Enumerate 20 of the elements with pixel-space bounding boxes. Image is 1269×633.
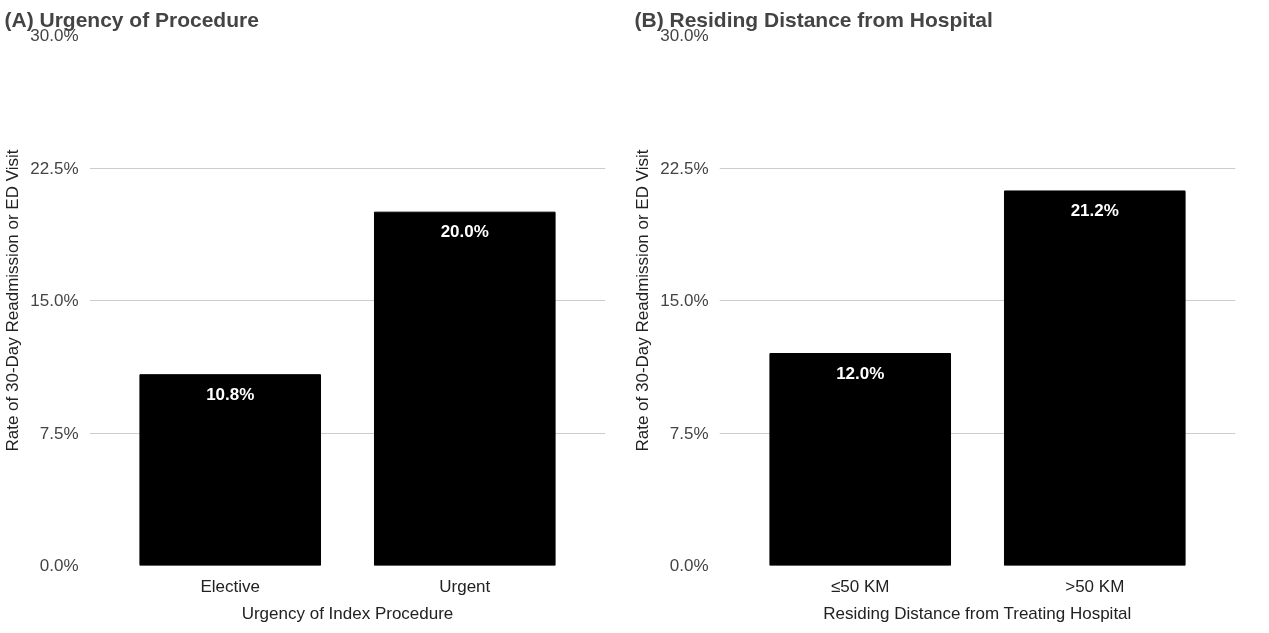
x-tick-label: Elective (200, 576, 260, 596)
y-tick-label: 0.0% (39, 556, 79, 575)
x-tick-label: ≤50 KM (831, 576, 890, 596)
y-tick-label: 7.5% (39, 423, 79, 443)
data-label: 12.0% (836, 363, 885, 383)
x-tick-label: >50 KM (1065, 576, 1125, 596)
y-tick-label: 0.0% (669, 556, 709, 575)
y-axis-title: Rate of 30-Day Readmission or ED Visit (3, 149, 23, 452)
y-tick-label: 7.5% (669, 423, 709, 443)
y-tick-label: 22.5% (30, 158, 79, 178)
data-label: 10.8% (206, 384, 255, 404)
data-label: 20.0% (440, 222, 489, 242)
x-tick-label: Urgent (439, 576, 491, 596)
x-axis-title: Residing Distance from Treating Hospital (823, 603, 1132, 623)
y-axis-title: Rate of 30-Day Readmission or ED Visit (633, 149, 653, 452)
y-tick-label: 15.0% (660, 291, 709, 310)
y-tick-label: 15.0% (30, 291, 79, 310)
y-tick-label: 22.5% (660, 158, 709, 178)
data-label: 21.2% (1070, 200, 1119, 220)
x-axis-title: Urgency of Index Procedure (241, 603, 454, 623)
